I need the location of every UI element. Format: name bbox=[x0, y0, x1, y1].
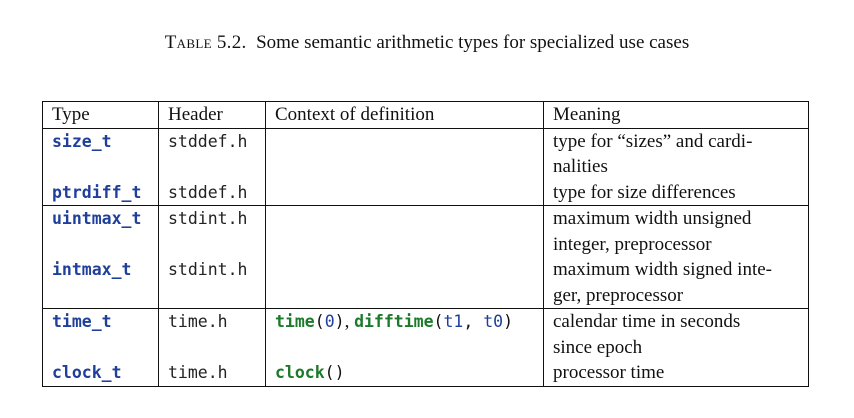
table-caption-label: Table 5.2. bbox=[164, 32, 247, 53]
type-name: clock_t bbox=[52, 363, 122, 382]
running-head bbox=[0, 0, 854, 3]
column-header-context: Context of definition bbox=[265, 101, 544, 128]
type-cell: size_t bbox=[42, 128, 159, 180]
type-cell: time_t bbox=[42, 308, 159, 360]
function-argument: 0 bbox=[324, 312, 335, 331]
close-paren: ) bbox=[334, 312, 345, 331]
header-file: stddef.h bbox=[168, 131, 248, 151]
type-cell: intmax_t bbox=[42, 257, 159, 309]
table-caption-text: Some semantic arithmetic types for speci… bbox=[256, 32, 690, 53]
header-file: stdint.h bbox=[168, 209, 248, 228]
column-header-meaning: Meaning bbox=[543, 101, 809, 128]
semantic-types-table: Type Header Context of definition Meanin… bbox=[42, 101, 809, 387]
function-argument: t1 bbox=[443, 312, 464, 331]
type-name: time_t bbox=[52, 312, 112, 331]
context-cell bbox=[265, 257, 544, 309]
table-row: time_t time.h time(0), difftime(t1, t0) … bbox=[42, 308, 809, 360]
header-cell: stddef.h bbox=[158, 128, 266, 180]
meaning-line: type for “sizes” and cardi- bbox=[553, 130, 753, 152]
context-cell: clock() bbox=[265, 360, 544, 386]
context-cell bbox=[265, 205, 544, 257]
header-cell: stddef.h bbox=[158, 179, 266, 206]
header-file: time.h bbox=[168, 363, 228, 382]
column-header-type: Type bbox=[42, 101, 159, 128]
meaning-cell: type for size differences bbox=[543, 179, 809, 206]
close-paren: ) bbox=[503, 312, 514, 331]
meaning-cell: calendar time in seconds since epoch bbox=[543, 308, 809, 360]
header-cell: stdint.h bbox=[158, 205, 266, 257]
meaning-line: integer, preprocessor bbox=[553, 233, 712, 255]
meaning-cell: maximum width signed inte- ger, preproce… bbox=[543, 257, 809, 309]
header-cell: time.h bbox=[158, 308, 266, 360]
function-name: clock bbox=[275, 363, 325, 382]
table-caption: Table 5.2. Some semantic arithmetic type… bbox=[0, 32, 854, 54]
meaning-line: maximum width signed inte- bbox=[553, 259, 773, 280]
type-name: ptrdiff_t bbox=[52, 182, 142, 202]
header-file: stddef.h bbox=[168, 182, 248, 202]
meaning-line: processor time bbox=[553, 362, 665, 383]
context-cell bbox=[265, 128, 544, 180]
meaning-cell: type for “sizes” and cardi- nalities bbox=[543, 128, 809, 180]
meaning-line: since epoch bbox=[553, 336, 643, 358]
comma: , bbox=[344, 311, 355, 332]
context-cell bbox=[265, 179, 544, 206]
comma: , bbox=[463, 312, 484, 331]
type-cell: ptrdiff_t bbox=[42, 179, 159, 206]
meaning-line: maximum width unsigned bbox=[553, 208, 752, 229]
function-argument: t0 bbox=[483, 312, 504, 331]
open-paren: ( bbox=[314, 312, 325, 331]
function-name: time bbox=[275, 312, 315, 331]
table-header-row: Type Header Context of definition Meanin… bbox=[42, 101, 809, 128]
header-file: time.h bbox=[168, 312, 228, 331]
header-file: stdint.h bbox=[168, 260, 248, 279]
meaning-line: type for size differences bbox=[553, 181, 736, 203]
type-cell: clock_t bbox=[42, 360, 159, 386]
meaning-cell: maximum width unsigned integer, preproce… bbox=[543, 205, 809, 257]
type-name: uintmax_t bbox=[52, 209, 142, 228]
function-name: difftime bbox=[354, 312, 434, 331]
meaning-line: nalities bbox=[553, 156, 608, 177]
header-cell: time.h bbox=[158, 360, 266, 386]
meaning-line: ger, preprocessor bbox=[553, 284, 684, 306]
type-name: size_t bbox=[52, 131, 112, 151]
type-cell: uintmax_t bbox=[42, 205, 159, 257]
empty-parens: () bbox=[324, 363, 345, 382]
table-row: uintmax_t stdint.h maximum width unsigne… bbox=[42, 205, 809, 257]
table-row: clock_t time.h clock() processor time bbox=[42, 360, 809, 386]
header-cell: stdint.h bbox=[158, 257, 266, 309]
table-row: intmax_t stdint.h maximum width signed i… bbox=[42, 257, 809, 309]
open-paren: ( bbox=[433, 312, 444, 331]
meaning-line: calendar time in seconds bbox=[553, 311, 741, 332]
table-row: ptrdiff_t stddef.h type for size differe… bbox=[42, 179, 809, 206]
table-row: size_t stddef.h type for “sizes” and car… bbox=[42, 128, 809, 180]
column-header-header: Header bbox=[158, 101, 266, 128]
type-name: intmax_t bbox=[52, 260, 132, 279]
context-cell: time(0), difftime(t1, t0) bbox=[265, 308, 544, 360]
meaning-cell: processor time bbox=[543, 360, 809, 386]
